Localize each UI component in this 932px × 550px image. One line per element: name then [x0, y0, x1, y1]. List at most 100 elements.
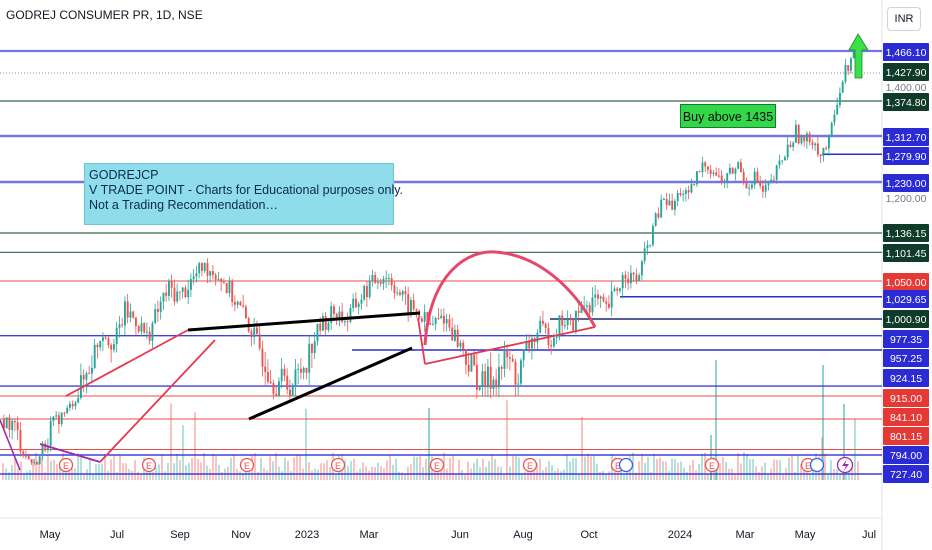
candle-body: [476, 365, 478, 390]
volume-bar: [152, 472, 154, 480]
candle-body: [250, 331, 253, 338]
price-label: 957.25: [890, 353, 922, 365]
channel-upper-red: [65, 329, 189, 397]
volume-bar: [170, 403, 172, 480]
earnings-marker-glyph: E: [709, 461, 715, 471]
candle-body: [124, 301, 126, 326]
trendline-lower-black: [248, 346, 413, 421]
volume-bar: [593, 455, 595, 480]
candle-body: [148, 331, 151, 341]
volume-bar: [638, 461, 640, 480]
candle-body: [407, 294, 410, 314]
volume-bar: [398, 471, 400, 480]
volume-bar: [563, 469, 565, 480]
volume-spike: [843, 404, 845, 480]
candle-body: [300, 368, 302, 373]
time-tick-label: Mar: [736, 529, 755, 541]
volume-bar: [323, 463, 325, 480]
volume-bar: [782, 473, 784, 480]
volume-bar: [602, 471, 604, 480]
volume-bar: [308, 462, 310, 480]
volume-bar: [755, 466, 757, 480]
candle-body: [841, 81, 844, 93]
volume-bar: [581, 416, 583, 480]
time-axis-layer: May Jul Sep Nov 2023 Mar Jun Aug Oct 2024 Mar May Ju…: [40, 529, 876, 541]
volume-bar: [566, 454, 568, 480]
candle-body: [146, 331, 148, 333]
price-label: 915.00: [890, 393, 922, 405]
candle-body: [632, 272, 635, 275]
candle-body: [467, 364, 470, 372]
candle-body: [44, 443, 47, 451]
earnings-marker-icon: [239, 457, 255, 473]
candle-body: [561, 315, 564, 326]
volume-bar: [365, 466, 367, 480]
candle-body: [52, 416, 55, 421]
candle-body: [421, 318, 423, 322]
volume-bar: [809, 473, 811, 480]
volume-bar: [749, 459, 751, 480]
candle-body: [797, 124, 800, 144]
volume-bar: [527, 465, 529, 480]
candle-body: [253, 327, 256, 338]
candle-body: [135, 317, 137, 326]
candle-body: [627, 278, 630, 284]
currency-button[interactable]: INR: [887, 7, 921, 31]
volume-bar: [56, 464, 58, 480]
volume-bar: [455, 473, 457, 480]
candle-body: [591, 297, 594, 313]
volume-bar: [188, 462, 190, 480]
candle-body: [25, 455, 27, 457]
volume-bar: [824, 453, 826, 480]
volume-bar: [764, 462, 766, 480]
volume-bar: [242, 473, 244, 480]
candle-body: [811, 142, 814, 146]
candle-body: [847, 64, 850, 71]
candle-body: [346, 321, 349, 323]
candle-body: [698, 171, 701, 173]
candle-body: [396, 292, 399, 294]
earnings-marker-glyph: E: [335, 461, 341, 471]
volume-bar: [32, 459, 34, 480]
price-label-box: [883, 174, 929, 192]
candle-body: [267, 372, 269, 382]
candle-body: [663, 198, 665, 200]
candle-body: [784, 157, 786, 161]
volume-bar: [350, 460, 352, 480]
candle-body: [349, 307, 352, 322]
volume-bar: [347, 465, 349, 480]
candle-body: [844, 64, 847, 82]
candle-body: [575, 310, 577, 331]
price-label: 1,050.00: [886, 277, 927, 289]
time-tick-label: 2024: [668, 529, 692, 541]
price-label-box: [883, 310, 929, 328]
volume-bar: [68, 464, 70, 480]
time-tick-label: Sep: [170, 529, 190, 541]
candle-body: [82, 375, 85, 380]
candle-body: [638, 275, 641, 281]
volume-bar: [92, 473, 94, 480]
volume-bar: [740, 463, 742, 480]
candle-body: [704, 162, 707, 167]
volume-bar: [158, 464, 160, 480]
volume-bar: [851, 462, 853, 480]
candle-body: [212, 271, 214, 275]
candle-body: [665, 198, 668, 206]
volume-bar: [290, 470, 292, 480]
candle-body: [60, 412, 63, 425]
candle-body: [525, 341, 528, 350]
candle-body: [828, 135, 830, 149]
candle-body: [800, 135, 803, 144]
candle-body: [745, 183, 748, 189]
volume-bar: [131, 470, 133, 480]
candle-body: [795, 124, 797, 143]
volume-bar: [230, 457, 232, 480]
volume-bar: [590, 456, 592, 480]
support-red-left: [417, 317, 426, 365]
volume-spike: [822, 365, 824, 480]
candle-body: [701, 162, 704, 173]
volume-bar: [26, 471, 28, 480]
volume-bar: [140, 473, 142, 480]
candle-body: [286, 375, 289, 390]
